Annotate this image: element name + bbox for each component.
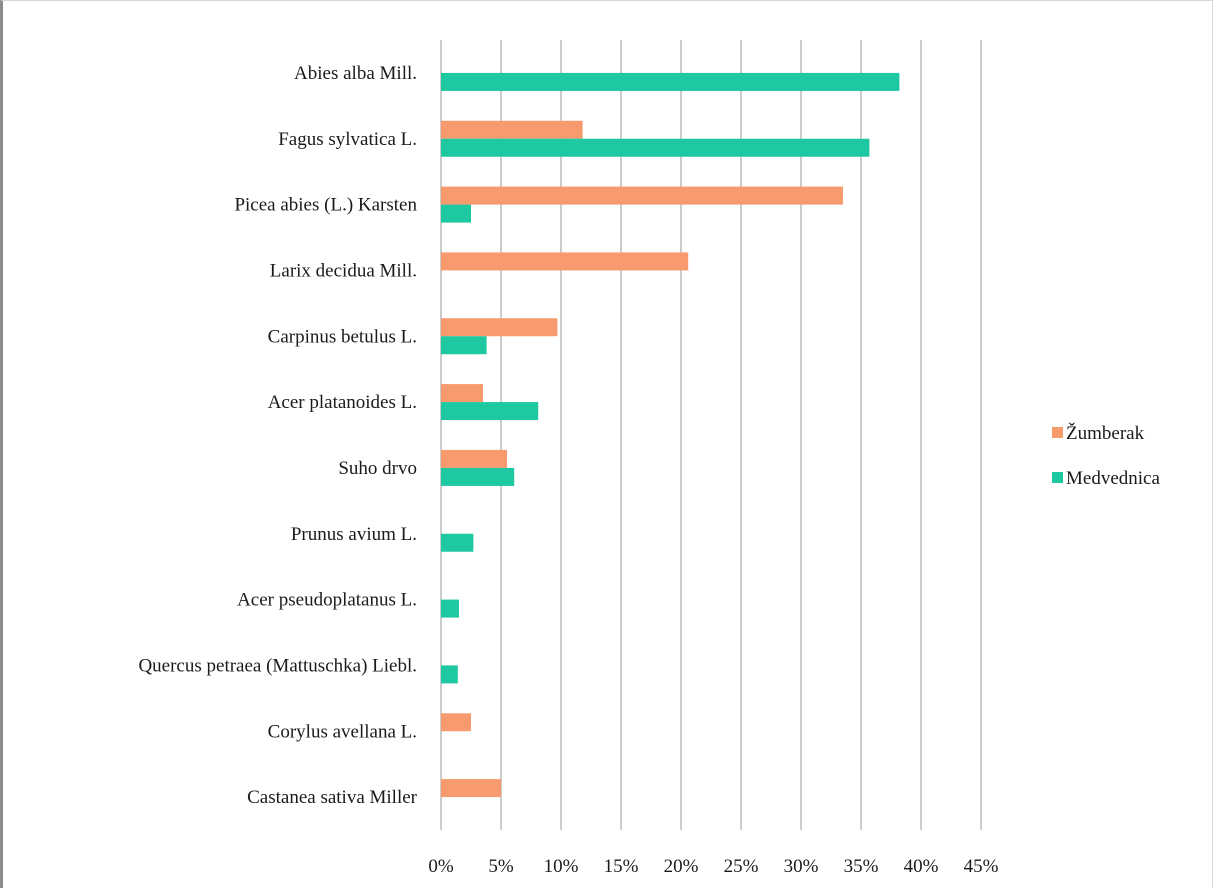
- category-label: Carpinus betulus L.: [268, 326, 417, 347]
- legend-swatch: [1052, 472, 1063, 483]
- legend: Žumberak Medvednica: [1052, 422, 1160, 489]
- bar-zumberak: [441, 252, 689, 271]
- bar-medvednica: [441, 204, 471, 223]
- bar-medvednica: [441, 138, 870, 157]
- bar-zumberak: [441, 186, 843, 205]
- category-label: Quercus petraea (Mattuschka) Liebl.: [138, 655, 417, 676]
- category-label: Abies alba Mill.: [294, 63, 417, 84]
- category-label: Suho drvo: [338, 458, 417, 479]
- x-tick-label: 30%: [784, 856, 819, 877]
- bar-medvednica: [441, 402, 539, 421]
- legend-swatch: [1052, 427, 1063, 438]
- bar-zumberak: [441, 449, 507, 468]
- bar-zumberak: [441, 318, 558, 337]
- category-labels: Abies alba Mill. Fagus sylvatica L. Picea …: [138, 63, 417, 808]
- category-label: Prunus avium L.: [291, 524, 417, 545]
- category-label: Castanea sativa Miller: [247, 787, 418, 808]
- bar-medvednica: [441, 665, 458, 684]
- category-label: Picea abies (L.) Karsten: [234, 195, 417, 216]
- bar-zumberak: [441, 713, 471, 732]
- x-tick-label: 20%: [664, 856, 699, 877]
- bar-medvednica: [441, 336, 487, 355]
- bar-zumberak: [441, 120, 583, 139]
- category-label: Fagus sylvatica L.: [278, 129, 417, 150]
- bar-medvednica: [441, 72, 900, 91]
- bar-medvednica: [441, 599, 459, 618]
- x-tick-label: 15%: [604, 856, 639, 877]
- x-tick-label: 40%: [904, 856, 939, 877]
- bar-zumberak: [441, 384, 483, 403]
- legend-label: Žumberak: [1066, 422, 1145, 444]
- legend-label: Medvednica: [1066, 468, 1160, 489]
- category-label: Corylus avellana L.: [268, 721, 417, 742]
- category-label: Larix decidua Mill.: [270, 260, 417, 281]
- grid-layer: [440, 40, 982, 830]
- bar-layer: [441, 72, 900, 798]
- bar-zumberak: [441, 779, 501, 798]
- x-tick-label: 5%: [488, 856, 514, 877]
- category-label: Acer platanoides L.: [268, 392, 417, 413]
- x-tick-label: 10%: [544, 856, 579, 877]
- x-tick-label: 45%: [964, 856, 999, 877]
- x-tick-labels: 0% 5% 10% 15% 20% 25% 30% 35% 40% 45%: [428, 856, 998, 877]
- x-tick-label: 0%: [428, 856, 454, 877]
- bar-medvednica: [441, 533, 474, 552]
- bar-medvednica: [441, 467, 515, 486]
- x-tick-label: 25%: [724, 856, 759, 877]
- x-tick-label: 35%: [844, 856, 879, 877]
- category-label: Acer pseudoplatanus L.: [237, 590, 417, 611]
